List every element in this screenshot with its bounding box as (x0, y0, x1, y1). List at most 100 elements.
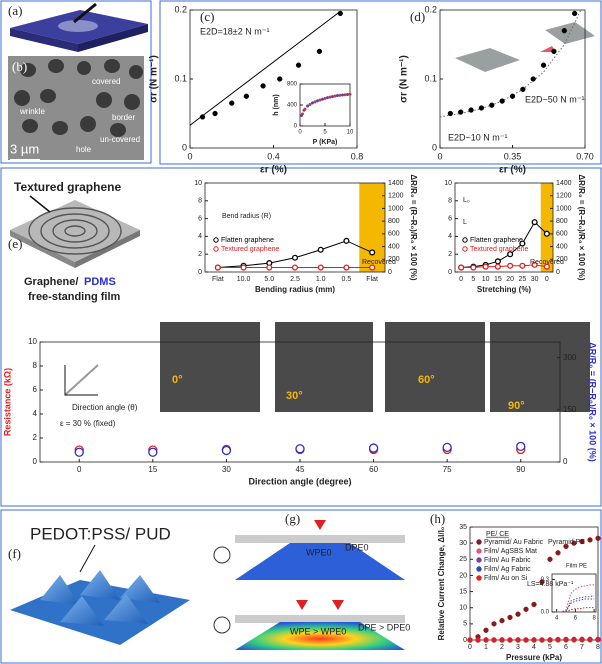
point (482, 263, 489, 270)
legend-marker (476, 557, 482, 563)
legend-label: Pyramid/ Au Fabric (484, 539, 544, 546)
point (547, 637, 553, 643)
legend-marker (476, 566, 482, 572)
point (229, 100, 235, 106)
sketch-label: WPE > WPE0 (290, 626, 346, 636)
y-tick-label: 10 (444, 180, 452, 187)
y-tick-label: 4 (33, 409, 38, 418)
pyramids (10, 570, 190, 645)
x-tick-label: 1 (484, 644, 488, 651)
y-tick-label: 0.0 (541, 610, 550, 616)
x-tick-label: 8 (592, 616, 596, 622)
y-tick-label: 2 (33, 433, 38, 442)
annotation: Pyramid PE (548, 539, 585, 546)
membrane (58, 20, 98, 32)
x-tick-label: 45 (296, 465, 305, 474)
point (563, 543, 569, 550)
point (333, 94, 337, 98)
surface (455, 48, 520, 72)
pointer (29, 195, 51, 213)
point (316, 48, 323, 55)
point (337, 10, 343, 17)
y-tick-label: 0.2 (424, 4, 437, 14)
point (243, 93, 250, 99)
y2-tick-label: 200 (556, 256, 568, 263)
point (291, 254, 299, 261)
y-tick-label: 15 (459, 588, 467, 595)
x-tick-label: 5.0 (264, 276, 274, 283)
x-tick-label: 3 (516, 644, 520, 651)
point (470, 264, 477, 271)
y-tick-label: 0 (33, 457, 38, 466)
x-tick-label: 0 (437, 151, 442, 161)
pointer (79, 544, 96, 573)
y-tick-label: 0 (294, 124, 298, 130)
point (277, 76, 283, 82)
y2-tick-label: 400 (556, 243, 568, 250)
y2-tick-label: 1000 (388, 205, 404, 212)
x-tick-label: 15 (494, 276, 502, 283)
point (317, 264, 324, 271)
point (483, 637, 489, 643)
x-tick-label: 60 (369, 465, 378, 474)
x-axis-label: Pressure (kPa) (506, 653, 562, 662)
x-tick-label: Flat (366, 276, 378, 283)
y2-tick-label: 150 (563, 405, 577, 414)
point (539, 637, 545, 643)
point (323, 96, 327, 100)
legend-label: Flatten graphene (221, 237, 274, 244)
series-line (556, 584, 595, 613)
y2-tick-label: 1400 (556, 180, 572, 187)
point (499, 98, 505, 104)
y-tick-label: 0 (198, 269, 202, 276)
x-tick-label: 0 (77, 465, 82, 474)
point (520, 86, 526, 92)
point (310, 101, 315, 105)
x-tick-label: 20 (506, 276, 514, 283)
point (240, 264, 247, 271)
annotation: Bend radius (R) (222, 213, 271, 220)
annotation: LS=4.88 kPa⁻¹ (527, 581, 574, 588)
x-axis-label: εr (%) (260, 165, 287, 176)
scale-label: 3 µm (10, 141, 39, 156)
sem-label: hole (76, 145, 92, 154)
x-tick-label: 0 (545, 276, 549, 283)
sketch-label: WPE0 (306, 547, 332, 557)
point (305, 104, 310, 108)
x-tick-label: 15 (148, 465, 157, 474)
panel-ab (0, 0, 152, 164)
x-tick-label: 75 (443, 465, 452, 474)
y2-tick-label: 400 (388, 243, 400, 250)
point (343, 264, 350, 271)
x-tick-label: 30 (222, 465, 231, 474)
point (494, 258, 501, 265)
y2-axis-label: ΔR/R₀ = (R−R₀)/R₀ × 100 (%) (588, 342, 598, 461)
point (523, 606, 529, 612)
x-tick-label: 0 (298, 130, 302, 136)
x-tick-label: 0.8 (351, 151, 364, 161)
y2-tick-label: 300 (563, 353, 577, 362)
frame (0, 509, 602, 664)
sketch-label: DPE > DPE0 (358, 622, 410, 632)
annotation: Direction angle (θ) (72, 403, 138, 412)
x-tick-label: 0.35 (504, 151, 522, 161)
sem-label: border (112, 113, 135, 122)
y-axis-label: σr (N m⁻¹) (149, 55, 160, 103)
point (543, 230, 550, 237)
point (494, 263, 501, 270)
x-tick-label: 0.5 (342, 276, 352, 283)
point (595, 637, 601, 643)
point (483, 627, 489, 633)
y2-tick-label: 1200 (556, 193, 572, 200)
y-axis-label: h (nm) (273, 94, 280, 115)
frame (159, 0, 602, 165)
legend-marker (213, 237, 219, 243)
point (291, 264, 299, 271)
y-tick-label: 2 (448, 251, 452, 258)
point (531, 637, 537, 643)
x-tick-label: 8 (596, 644, 600, 651)
y-tick-label: 0.1 (424, 73, 437, 83)
plot-frame (551, 573, 597, 613)
sketch-label: DPE0 (345, 542, 369, 552)
annotation: ε = 30 % (fixed) (60, 419, 116, 428)
